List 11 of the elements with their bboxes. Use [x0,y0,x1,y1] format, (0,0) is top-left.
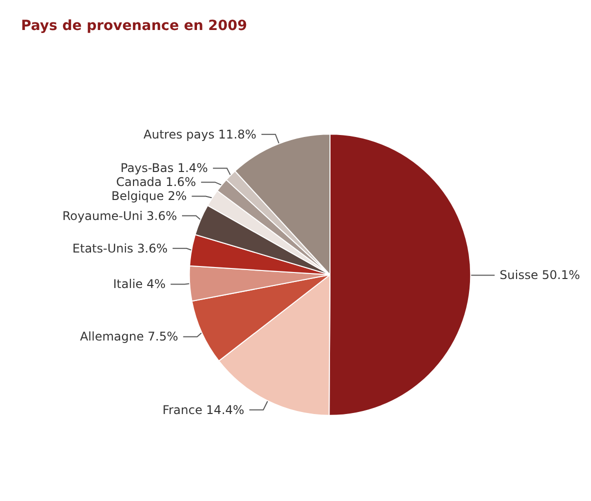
slice-label: Autres pays 11.8% [144,127,256,142]
slice-label: Italie 4% [113,277,166,292]
slice-label: Etats-Unis 3.6% [72,241,168,256]
slice-label: Canada 1.6% [116,175,196,190]
slice-label: Royaume-Uni 3.6% [62,208,178,223]
slice-label: France 14.4% [162,402,244,417]
slice-label: Pays-Bas 1.4% [120,161,208,176]
slice-label: Suisse 50.1% [500,268,580,282]
slice-label: Allemagne 7.5% [80,330,178,344]
chart-title: Pays de provenance en 2009 [21,18,248,34]
slice-label: Belgique 2% [111,189,187,204]
